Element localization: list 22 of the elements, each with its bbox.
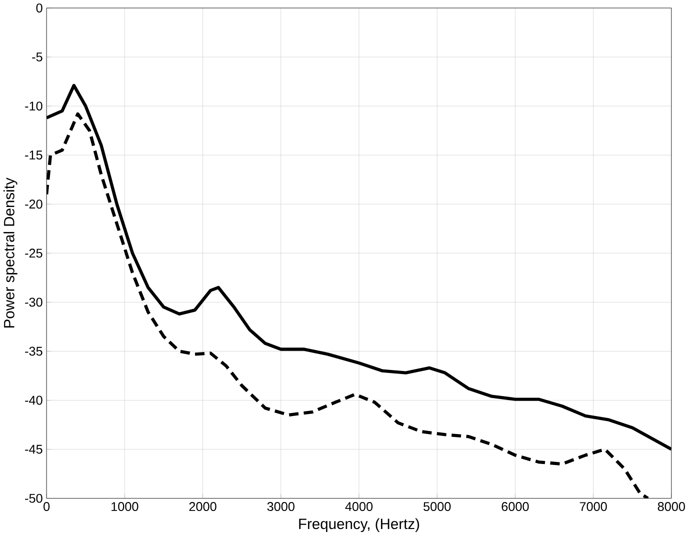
x-tick-label: 3000	[267, 502, 294, 512]
y-tick-label: -20	[25, 200, 42, 209]
y-tick-label: -5	[32, 52, 42, 62]
y-tick-label: 0	[36, 4, 42, 13]
x-tick-label: 4000	[345, 502, 373, 512]
x-tick-label: 7000	[580, 502, 607, 512]
y-tick-label: -45	[25, 445, 42, 454]
x-tick-label: 8000	[658, 502, 685, 512]
x-tick-label: 1000	[112, 502, 138, 512]
y-tick-label: -50	[25, 494, 42, 504]
x-tick-label: 0	[44, 502, 50, 512]
y-axis-title: Power spectral Density	[4, 178, 18, 328]
y-tick-label: -15	[25, 150, 42, 160]
x-tick-label: 5000	[424, 502, 451, 512]
x-axis-title: Frequency, (Hertz)	[299, 518, 420, 532]
x-tick-label: 6000	[502, 502, 529, 512]
y-tick-label: -30	[25, 298, 42, 307]
x-tick-label: 2000	[189, 502, 216, 512]
y-tick-label: -35	[25, 346, 42, 356]
y-tick-label: -10	[25, 102, 42, 111]
y-tick-label: -40	[25, 396, 42, 405]
y-tick-label: -25	[25, 248, 42, 258]
